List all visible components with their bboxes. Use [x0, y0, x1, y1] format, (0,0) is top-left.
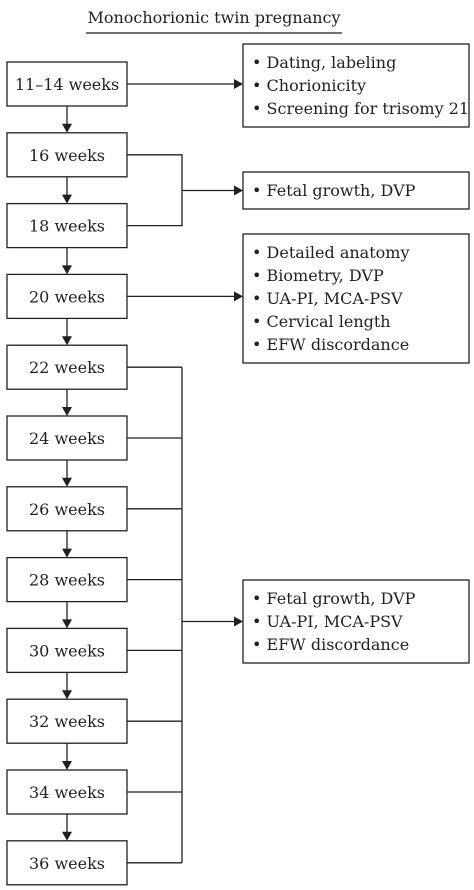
week-label: 20 weeks [29, 287, 105, 306]
note-box-frame [242, 43, 470, 128]
week-box-frame [6, 769, 128, 815]
week-box: 32 weeks [6, 698, 128, 744]
week-box: 28 weeks [6, 556, 128, 603]
note-item: • UA-PI, MCA-PSV [252, 612, 403, 631]
sequence-arrow-head [62, 194, 72, 204]
note-item: • Biometry, DVP [252, 266, 384, 285]
week-box-frame [6, 415, 128, 461]
note-item: • Dating, labeling [252, 53, 396, 72]
week-box-frame [6, 698, 128, 744]
week-box-frame [6, 132, 128, 178]
note-arrow-head [234, 616, 243, 627]
week-box: 30 weeks [6, 627, 128, 674]
note-box: • Dating, labeling • Chorionicity • Screen… [242, 43, 470, 128]
week-label: 30 weeks [29, 641, 105, 660]
week-box: 11–14 weeks [6, 61, 128, 107]
week-label: 26 weeks [29, 500, 105, 519]
sequence-arrow-head [62, 690, 72, 700]
week-box: 22 weeks [6, 344, 128, 390]
week-box-frame [6, 556, 128, 603]
week-label: 36 weeks [29, 854, 105, 873]
sequence-arrow-head [62, 477, 72, 487]
note-item: • Chorionicity [252, 76, 366, 95]
week-label: 18 weeks [29, 217, 105, 236]
week-label: 34 weeks [29, 783, 105, 802]
sequence-arrow-head [62, 123, 72, 133]
note-arrow-head [234, 185, 243, 196]
week-label: 11–14 weeks [15, 75, 119, 94]
connectors [62, 79, 243, 864]
week-box-frame [6, 627, 128, 674]
note-item: • EFW discordance [252, 635, 409, 654]
note-arrow-head [234, 291, 243, 302]
note-item: • Fetal growth, DVP [252, 181, 416, 200]
note-item: • UA-PI, MCA-PSV [252, 289, 403, 308]
week-box-frame [6, 202, 128, 249]
week-box-frame [6, 273, 128, 320]
note-box-frame [242, 579, 470, 664]
week-box: 16 weeks [6, 132, 128, 178]
sequence-arrow-head [62, 548, 72, 558]
week-label: 22 weeks [29, 358, 105, 377]
week-box: 36 weeks [6, 840, 128, 886]
sequence-arrow-head [62, 831, 72, 841]
sequence-arrow-head [62, 407, 72, 416]
week-box: 18 weeks [6, 202, 128, 249]
week-label: 32 weeks [29, 712, 105, 731]
note-box: • Fetal growth, DVP • UA-PI, MCA-PSV • EFW… [242, 579, 470, 664]
note-item: • EFW discordance [252, 335, 409, 354]
note-boxes: • Dating, labeling • Chorionicity • Screen… [242, 43, 470, 664]
week-label: 24 weeks [29, 429, 105, 448]
week-box: 34 weeks [6, 769, 128, 815]
week-label: 28 weeks [29, 571, 105, 590]
week-label: 16 weeks [29, 146, 105, 165]
week-boxes: 11–14 weeks 16 weeks 18 weeks 20 weeks 22 we… [6, 61, 128, 886]
note-item: • Cervical length [252, 312, 391, 331]
sequence-arrow-head [62, 761, 72, 770]
diagram-title: Monochorionic twin pregnancy [87, 8, 340, 27]
note-arrow-head [234, 79, 243, 89]
note-box-frame [242, 171, 470, 210]
note-item: • Screening for trisomy 21 [252, 99, 469, 118]
week-box-frame [6, 840, 128, 886]
week-box: 20 weeks [6, 273, 128, 320]
bracket-connector [127, 154, 183, 227]
note-box-frame [242, 233, 470, 364]
sequence-arrow-head [62, 336, 72, 346]
sequence-arrow-head [62, 265, 72, 275]
sequence-arrow-head [62, 619, 72, 629]
note-item: • Detailed anatomy [252, 243, 409, 262]
week-box: 26 weeks [6, 486, 128, 532]
week-box: 24 weeks [6, 415, 128, 461]
week-box-frame [6, 344, 128, 390]
week-box-frame [6, 486, 128, 532]
note-item: • Fetal growth, DVP [252, 589, 416, 608]
note-box: • Detailed anatomy • Biometry, DVP • UA-PI… [242, 233, 470, 364]
week-box-frame [6, 61, 128, 107]
note-box: • Fetal growth, DVP [242, 171, 470, 210]
